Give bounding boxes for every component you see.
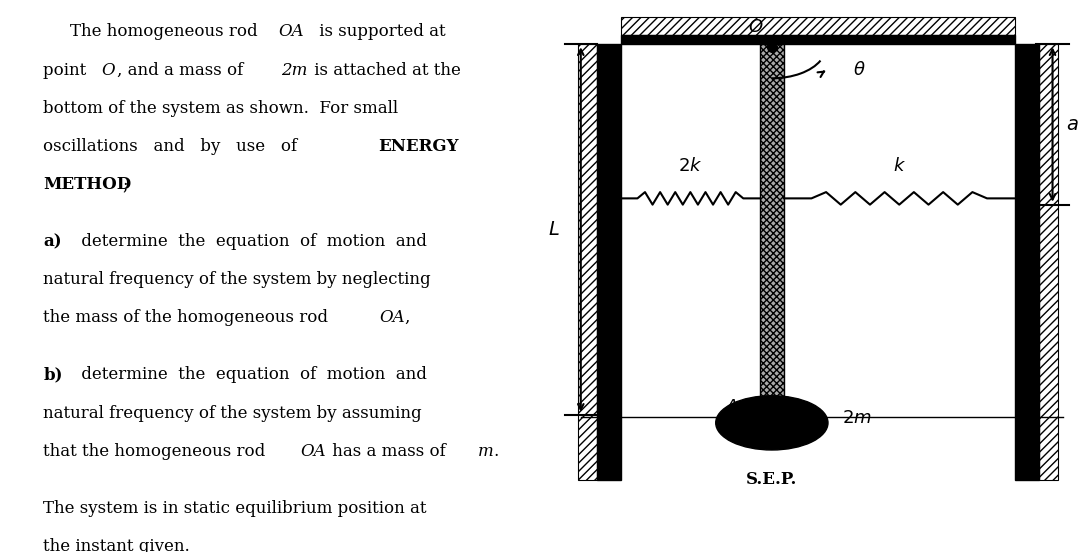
Text: The homogeneous rod: The homogeneous rod (70, 24, 264, 40)
Text: OA: OA (279, 24, 305, 40)
Bar (1039, 44, 1058, 480)
Bar (578, 44, 597, 480)
Text: has a mass of: has a mass of (327, 443, 451, 460)
Bar (760, 44, 784, 420)
Text: ENERGY: ENERGY (378, 138, 458, 155)
Text: $\theta$: $\theta$ (853, 61, 865, 79)
Text: point: point (43, 62, 92, 78)
Text: the instant given.: the instant given. (43, 538, 190, 552)
Text: that the homogeneous rod: that the homogeneous rod (43, 443, 271, 460)
Text: b): b) (43, 367, 63, 384)
Text: $2m$: $2m$ (842, 408, 872, 427)
Text: ,: , (405, 309, 410, 326)
Text: natural frequency of the system by neglecting: natural frequency of the system by negle… (43, 271, 431, 288)
Text: METHOD: METHOD (43, 176, 132, 193)
Text: $2k$: $2k$ (678, 157, 703, 175)
Bar (621, 17, 1015, 35)
Text: S.E.P.: S.E.P. (746, 471, 797, 488)
Bar (621, 35, 1015, 44)
Circle shape (716, 396, 828, 450)
Text: OA: OA (379, 309, 405, 326)
Text: $a$: $a$ (1066, 115, 1078, 134)
Text: is supported at: is supported at (314, 24, 446, 40)
Text: oscillations   and   by   use   of: oscillations and by use of (43, 138, 308, 155)
Text: .: . (494, 443, 499, 460)
Bar (597, 44, 621, 480)
Text: The system is in static equilibrium position at: The system is in static equilibrium posi… (43, 500, 427, 517)
Text: $L$: $L$ (548, 221, 559, 238)
Text: determine  the  equation  of  motion  and: determine the equation of motion and (76, 367, 427, 384)
Text: , and a mass of: , and a mass of (117, 62, 248, 78)
Text: O: O (102, 62, 116, 78)
Bar (1015, 44, 1039, 480)
Text: m: m (478, 443, 494, 460)
Text: determine  the  equation  of  motion  and: determine the equation of motion and (76, 233, 427, 250)
Text: $A$: $A$ (726, 398, 740, 416)
Text: OA: OA (300, 443, 326, 460)
Text: $k$: $k$ (893, 157, 906, 175)
Text: natural frequency of the system by assuming: natural frequency of the system by assum… (43, 405, 422, 422)
Bar (760, 44, 784, 420)
Text: bottom of the system as shown.  For small: bottom of the system as shown. For small (43, 100, 399, 116)
Text: is attached at the: is attached at the (309, 62, 460, 78)
Text: a): a) (43, 233, 62, 250)
Text: the mass of the homogeneous rod: the mass of the homogeneous rod (43, 309, 334, 326)
Text: $O$: $O$ (748, 18, 764, 36)
Text: ;: ; (122, 176, 127, 193)
Text: 2m: 2m (281, 62, 307, 78)
